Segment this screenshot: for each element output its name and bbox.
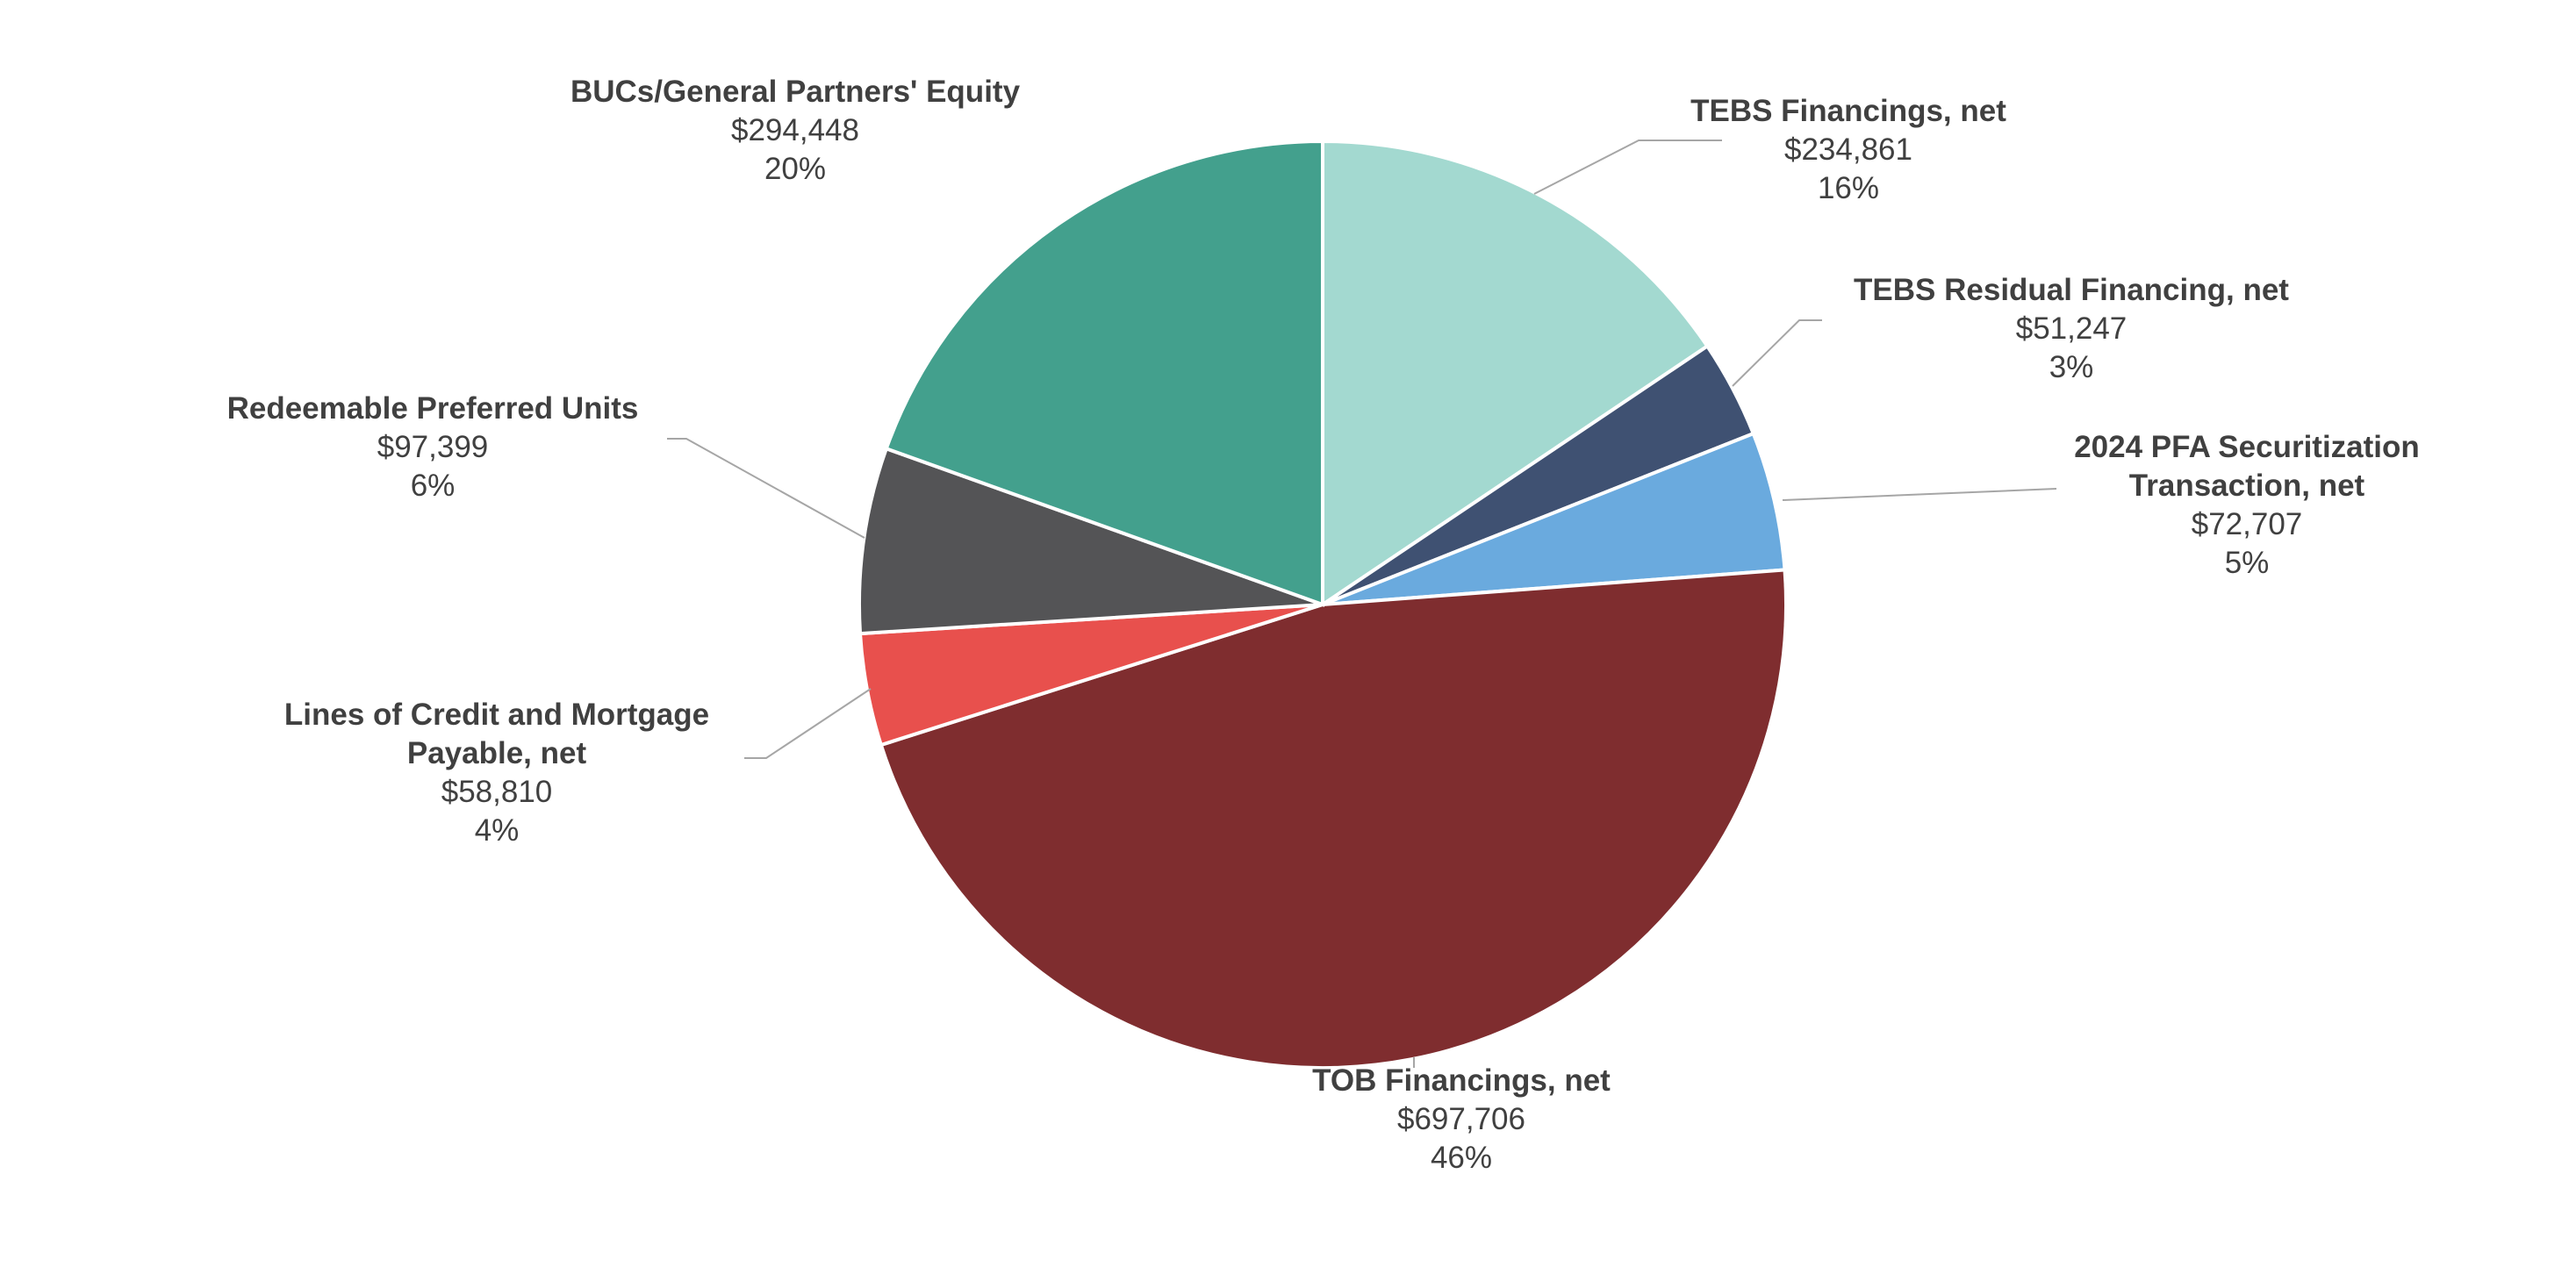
leader-line-lines-of-credit bbox=[744, 688, 872, 759]
slice-label-value: $51,247 bbox=[2016, 311, 2128, 346]
data-label-tebs-residual: TEBS Residual Financing, net $51,247 3% bbox=[1854, 273, 2289, 384]
slice-label-value: $97,399 bbox=[377, 430, 489, 464]
leader-line-redeemable-preferred bbox=[667, 438, 865, 539]
data-label-pfa-securitization: 2024 PFA Securitization Transaction, net $… bbox=[2074, 430, 2420, 580]
data-label-bucs-equity: BUCs/General Partners' Equity $294,448 20% bbox=[570, 75, 1021, 186]
slice-label-percent: 4% bbox=[475, 813, 520, 848]
slice-label-name: TEBS Residual Financing, net bbox=[1854, 273, 2289, 307]
slice-label-percent: 46% bbox=[1431, 1141, 1492, 1175]
leader-line-pfa-securitization bbox=[1782, 488, 2057, 501]
data-label-redeemable-preferred: Redeemable Preferred Units $97,399 6% bbox=[227, 391, 639, 503]
slice-label-percent: 20% bbox=[764, 152, 826, 186]
slice-label-name: TOB Financings, net bbox=[1312, 1063, 1611, 1098]
leader-line-tebs-financings bbox=[1533, 140, 1722, 195]
data-label-lines-of-credit: Lines of Credit and Mortgage Payable, net… bbox=[284, 698, 709, 848]
pie-slice-redeemable-preferred bbox=[857, 446, 1324, 636]
slice-label-percent: 6% bbox=[411, 469, 456, 503]
slice-label-value: $697,706 bbox=[1397, 1102, 1525, 1136]
data-label-tob-financings: TOB Financings, net $697,706 46% bbox=[1312, 1063, 1611, 1175]
pie-slice-tob-financings bbox=[879, 568, 1789, 1070]
slice-label-value: $234,861 bbox=[1784, 132, 1912, 167]
slice-label-value: $72,707 bbox=[2192, 507, 2303, 541]
pie-slice-bucs-equity bbox=[884, 139, 1324, 607]
slice-label-name: Transaction, net bbox=[2129, 469, 2365, 503]
slice-label-value: $58,810 bbox=[441, 775, 553, 809]
pie-slices bbox=[857, 139, 1789, 1070]
slice-label-name: Redeemable Preferred Units bbox=[227, 391, 639, 426]
slice-label-percent: 5% bbox=[2225, 546, 2270, 580]
data-label-tebs-financings: TEBS Financings, net $234,861 16% bbox=[1690, 94, 2006, 205]
pie-slice-tebs-financings bbox=[1321, 139, 1711, 608]
slice-label-name: Lines of Credit and Mortgage bbox=[284, 698, 709, 732]
pie-slice-pfa-securitization bbox=[1322, 431, 1787, 606]
slice-label-percent: 3% bbox=[2049, 350, 2094, 384]
slice-label-name: BUCs/General Partners' Equity bbox=[570, 75, 1021, 109]
data-labels: TEBS Financings, net $234,861 16% TEBS Resi… bbox=[227, 75, 2420, 1175]
leader-line-tebs-residual bbox=[1732, 319, 1822, 387]
slice-label-name: 2024 PFA Securitization bbox=[2074, 430, 2420, 464]
slice-label-name: Payable, net bbox=[407, 736, 587, 770]
slice-label-name: TEBS Financings, net bbox=[1690, 94, 2006, 128]
slice-label-value: $294,448 bbox=[731, 113, 859, 147]
slice-label-percent: 16% bbox=[1818, 171, 1879, 205]
leader-lines bbox=[667, 140, 2057, 1068]
